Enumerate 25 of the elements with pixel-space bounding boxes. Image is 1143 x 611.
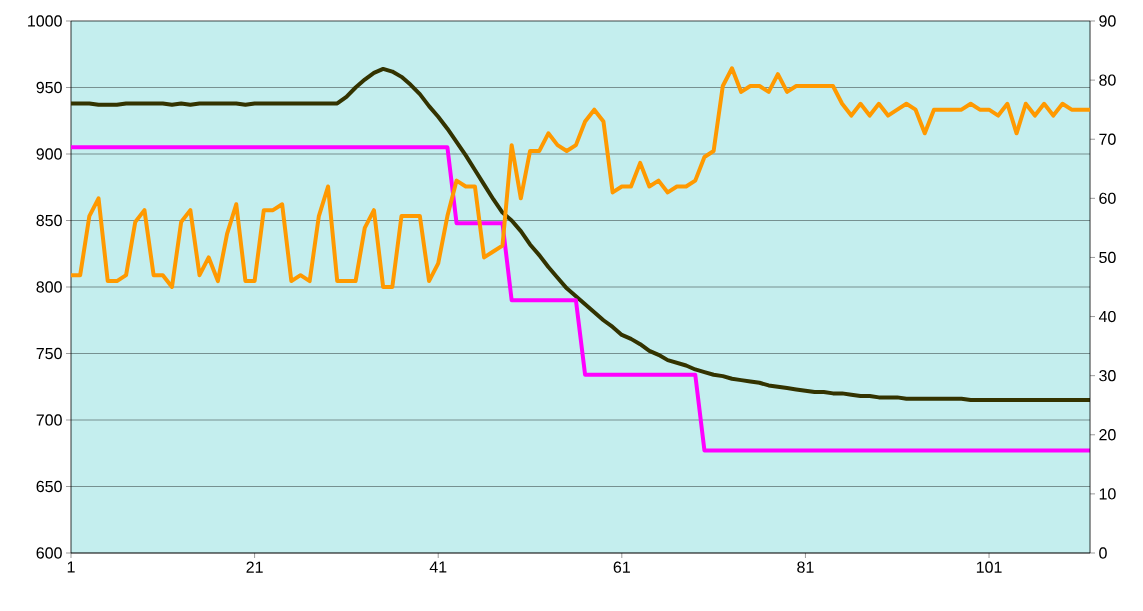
y2-tick-label: 10 <box>1099 488 1116 500</box>
x-tick-label: 81 <box>797 561 814 573</box>
y-tick-label: 950 <box>36 81 62 94</box>
y2-tick-label: 80 <box>1099 74 1116 86</box>
y-tick-label: 750 <box>36 347 62 360</box>
y-tick-label: 650 <box>36 480 62 493</box>
y2-tick-label: 20 <box>1099 429 1116 441</box>
x-tick-label: 41 <box>429 561 447 573</box>
x-tick-label: 61 <box>613 561 630 573</box>
y2-tick-label: 70 <box>1099 133 1116 145</box>
y-tick-label: 600 <box>36 547 62 559</box>
x-tick-label: 1 <box>67 561 75 573</box>
y-tick-label: 1000 <box>28 15 62 27</box>
y2-tick-label: 90 <box>1099 15 1116 27</box>
y2-tick-label: 0 <box>1099 547 1107 559</box>
x-tick-label: 21 <box>246 561 263 573</box>
y-tick-label: 700 <box>36 414 62 426</box>
y-tick-label: 900 <box>36 148 62 160</box>
y-tick-label: 800 <box>36 281 62 293</box>
y2-tick-label: 40 <box>1098 310 1116 323</box>
y2-tick-label: 60 <box>1099 192 1116 204</box>
x-tick-label: 101 <box>976 561 1002 573</box>
y-tick-label: 850 <box>36 214 62 227</box>
y2-tick-label: 50 <box>1099 251 1116 264</box>
y2-tick-label: 30 <box>1099 370 1116 382</box>
